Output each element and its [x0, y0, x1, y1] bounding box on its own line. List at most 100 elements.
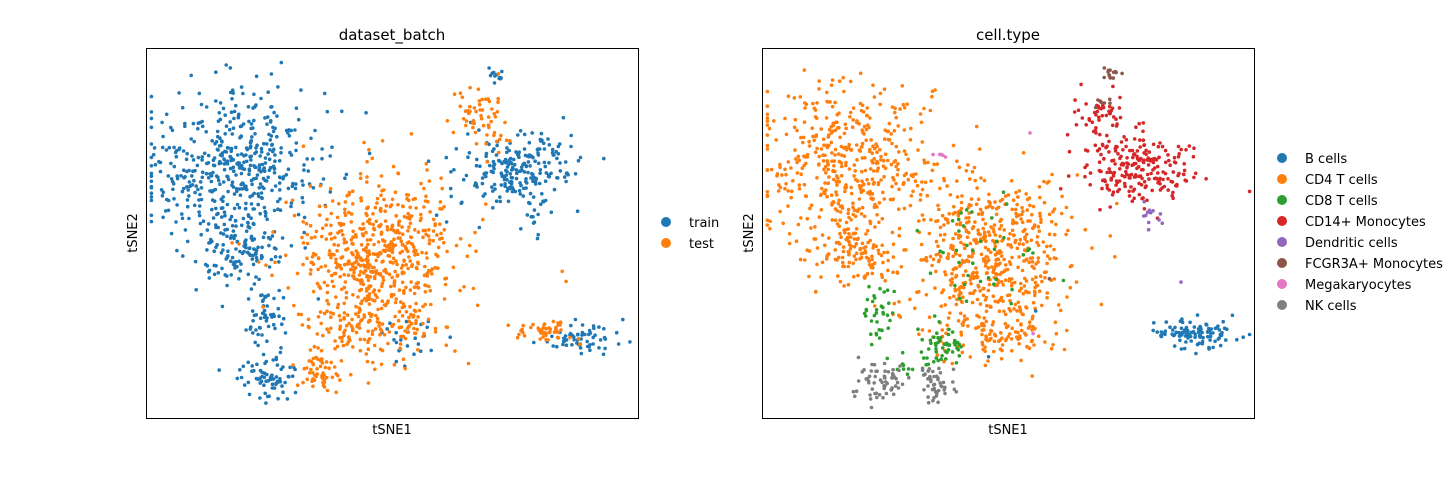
point-cd4-t-cells: [864, 232, 868, 236]
point-train: [210, 207, 214, 212]
point-test: [440, 236, 444, 240]
point-b-cells: [1207, 326, 1211, 331]
point-cd14-monocytes: [1124, 169, 1128, 174]
point-test: [359, 198, 364, 203]
point-train: [493, 74, 497, 78]
point-train: [207, 276, 212, 280]
point-test: [444, 325, 449, 329]
point-cd4-t-cells: [1035, 235, 1040, 239]
point-train: [249, 154, 253, 159]
point-cd4-t-cells: [783, 116, 787, 121]
point-cd4-t-cells: [842, 89, 846, 94]
point-train: [300, 195, 305, 200]
point-train: [601, 352, 606, 357]
point-cd4-t-cells: [868, 221, 873, 226]
point-cd4-t-cells: [954, 252, 958, 256]
point-cd8-t-cells: [872, 294, 876, 298]
point-cd4-t-cells: [1010, 255, 1014, 260]
point-train: [149, 179, 154, 184]
point-b-cells: [1184, 326, 1189, 331]
point-cd4-t-cells: [955, 159, 959, 163]
point-test: [345, 247, 350, 251]
point-cd14-monocytes: [1104, 113, 1109, 118]
point-test: [465, 254, 470, 258]
point-cd4-t-cells: [765, 116, 770, 120]
point-cd4-t-cells: [987, 338, 992, 343]
point-cd4-t-cells: [854, 227, 859, 231]
point-train: [198, 192, 202, 197]
point-cd4-t-cells: [980, 340, 985, 345]
point-cd4-t-cells: [978, 147, 982, 151]
point-cd4-t-cells: [851, 205, 855, 209]
point-cd4-t-cells: [1042, 179, 1046, 184]
point-b-cells: [1180, 320, 1185, 325]
point-fcgr3a-monocytes: [1107, 73, 1112, 77]
point-test: [433, 223, 437, 228]
point-cd4-t-cells: [865, 229, 870, 233]
point-cd14-monocytes: [1083, 174, 1087, 179]
point-test: [366, 381, 371, 385]
point-train: [280, 322, 284, 327]
point-b-cells: [1198, 324, 1202, 329]
point-train: [593, 333, 597, 338]
point-cd4-t-cells: [797, 187, 802, 191]
point-cd14-monocytes: [1182, 168, 1187, 173]
point-cd14-monocytes: [1097, 160, 1102, 164]
point-train: [185, 204, 190, 209]
point-test: [374, 258, 379, 263]
point-train: [412, 352, 416, 357]
point-cd4-t-cells: [920, 180, 924, 184]
point-cd14-monocytes: [1084, 123, 1088, 127]
point-cd4-t-cells: [851, 231, 856, 236]
point-cd4-t-cells: [819, 127, 823, 131]
point-test: [362, 226, 366, 231]
point-cd4-t-cells: [948, 311, 952, 315]
chart-title: dataset_batch: [339, 26, 446, 45]
point-test: [343, 328, 347, 333]
point-cd4-t-cells: [786, 94, 791, 98]
point-cd8-t-cells: [928, 338, 933, 343]
point-train: [212, 163, 217, 168]
point-cd14-monocytes: [1147, 177, 1151, 181]
point-cd4-t-cells: [851, 118, 855, 122]
point-test: [326, 302, 331, 306]
point-cd4-t-cells: [873, 202, 877, 207]
point-test: [431, 229, 436, 233]
point-cd8-t-cells: [1061, 278, 1066, 283]
point-cd4-t-cells: [902, 106, 907, 110]
point-train: [149, 110, 154, 114]
point-dendritic-cells: [1158, 212, 1163, 216]
point-test: [417, 308, 422, 313]
point-cd4-t-cells: [847, 167, 852, 171]
point-cd4-t-cells: [1017, 242, 1022, 246]
point-train: [513, 189, 518, 194]
point-test: [472, 106, 477, 110]
point-train: [149, 174, 154, 178]
point-train: [270, 105, 274, 109]
point-nk-cells: [875, 395, 879, 400]
point-cd4-t-cells: [872, 157, 876, 161]
point-test: [463, 109, 468, 113]
point-test: [354, 255, 358, 260]
point-train: [260, 293, 264, 297]
point-cd4-t-cells: [1030, 212, 1034, 217]
point-cd4-t-cells: [950, 277, 954, 281]
point-cd4-t-cells: [826, 135, 831, 139]
point-cd14-monocytes: [1100, 186, 1104, 191]
point-cd4-t-cells: [973, 220, 977, 224]
point-test: [299, 312, 304, 317]
point-cd4-t-cells: [786, 204, 790, 208]
point-nk-cells: [931, 398, 935, 403]
point-train: [561, 115, 566, 120]
point-cd4-t-cells: [822, 143, 826, 147]
point-test: [373, 299, 377, 303]
point-test: [374, 271, 379, 276]
point-cd4-t-cells: [825, 143, 829, 148]
point-test: [365, 260, 370, 265]
point-test: [371, 212, 375, 216]
point-cd14-monocytes: [1065, 132, 1070, 137]
point-cd14-monocytes: [1121, 148, 1125, 152]
point-train: [519, 165, 524, 169]
point-test: [464, 119, 469, 123]
